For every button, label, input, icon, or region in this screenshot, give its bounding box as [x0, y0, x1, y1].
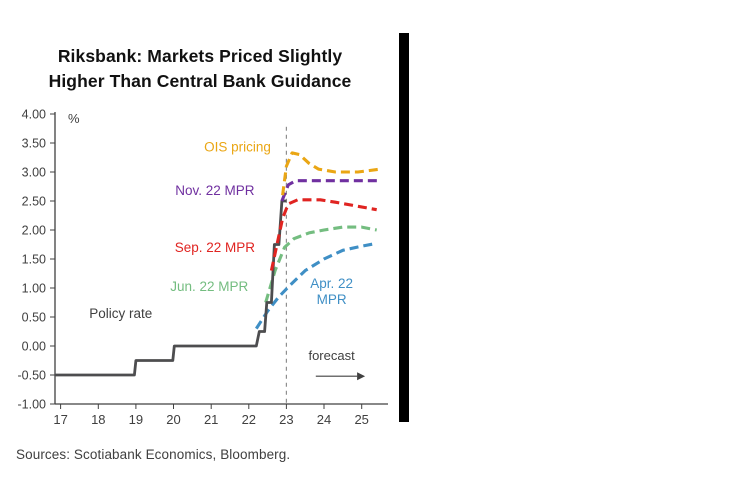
y-tick-label: 2.50	[22, 195, 46, 209]
series-apr-22-mpr	[255, 241, 377, 330]
x-tick-label: 25	[354, 412, 368, 427]
annotation-nov-22-mpr: Nov. 22 MPR	[175, 183, 255, 198]
x-tick-label: 20	[166, 412, 180, 427]
forecast-label: forecast	[308, 348, 355, 363]
annotation-apr-22: Apr. 22 MPR	[310, 276, 353, 307]
y-tick-label: 0.00	[22, 340, 46, 354]
annotation-ois-pricing: OIS pricing	[204, 140, 271, 155]
series-sep-22-mpr	[269, 198, 377, 271]
annotation-policy-rate: Policy rate	[89, 306, 152, 321]
chart-title: Riksbank: Markets Priced Slightly Higher…	[48, 46, 352, 92]
source-note: Sources: Scotiabank Economics, Bloomberg…	[16, 447, 291, 462]
x-tick-label: 23	[279, 412, 293, 427]
chart-card: Riksbank: Markets Priced Slightly Higher…	[16, 46, 388, 462]
y-axis-unit-label: %	[68, 111, 80, 126]
x-tick-label: 17	[53, 412, 67, 427]
x-tick-label: 18	[91, 412, 105, 427]
y-tick-label: 3.00	[22, 166, 46, 180]
chart-svg: 4.00 3.50 3.00 2.50 2.00 1.50 1.00 0.50 0.00 -0.5…	[18, 108, 388, 427]
x-tick-label: 21	[204, 412, 218, 427]
series-policy-rate	[55, 199, 287, 377]
window-edge-bar	[399, 33, 409, 422]
y-tick-label: 0.50	[22, 311, 46, 325]
y-tick-label: -0.50	[18, 369, 47, 383]
series-ois-pricing	[281, 151, 381, 196]
forecast-arrowhead-icon	[357, 372, 366, 381]
y-tick-label: 2.00	[22, 224, 46, 238]
series-nov-22-mpr	[280, 179, 381, 202]
x-tick-label: 24	[317, 412, 331, 427]
x-tick-label: 19	[129, 412, 143, 427]
y-tick-label: 1.00	[22, 282, 46, 296]
y-tick-label: -1.00	[18, 398, 47, 412]
y-tick-label: 4.00	[22, 108, 46, 122]
annotation-jun-22-mpr: Jun. 22 MPR	[170, 279, 248, 294]
y-tick-label: 3.50	[22, 137, 46, 151]
x-tick-label: 22	[242, 412, 256, 427]
series-jun-22-mpr	[264, 225, 377, 303]
annotation-sep-22-mpr: Sep. 22 MPR	[175, 240, 256, 255]
y-tick-label: 1.50	[22, 253, 46, 267]
